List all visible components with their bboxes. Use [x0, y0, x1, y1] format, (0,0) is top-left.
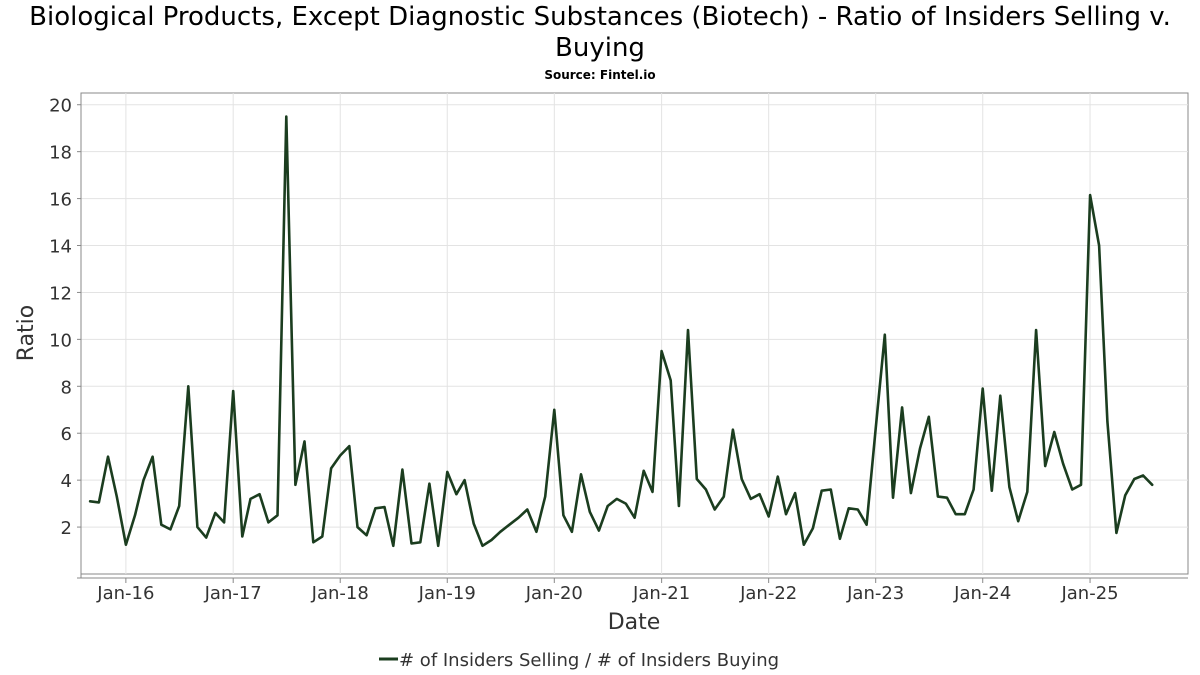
y-tick-labels: 2 4 6 8 10 12 14 16 18 20 — [49, 96, 72, 539]
x-tick-label: Jan-20 — [525, 583, 583, 604]
y-tick-label: 6 — [61, 424, 72, 445]
series-layer — [88, 115, 1154, 548]
x-tick-labels: Jan-16 Jan-17 Jan-18 Jan-19 Jan-20 Jan-21 Jan-… — [96, 583, 1118, 604]
chart-title: Biological Products, Except Diagnostic S… — [29, 2, 1171, 63]
y-tick-label: 10 — [49, 330, 72, 351]
y-tick-label: 14 — [49, 237, 72, 258]
x-tick-label: Jan-23 — [846, 583, 904, 604]
y-tick-label: 2 — [61, 518, 72, 539]
x-tick-label: Jan-25 — [1060, 583, 1118, 604]
x-tick-label: Jan-17 — [204, 583, 262, 604]
x-tick-label: Jan-22 — [739, 583, 797, 604]
axes — [77, 93, 1188, 579]
series-line — [88, 115, 1154, 548]
y-tick-label: 4 — [61, 471, 72, 492]
x-tick-label: Jan-21 — [632, 583, 690, 604]
plot-background — [80, 92, 1189, 575]
x-tick-label: Jan-18 — [311, 583, 369, 604]
x-tick-label: Jan-19 — [418, 583, 476, 604]
y-tick-label: 18 — [49, 143, 72, 164]
y-tick-label: 20 — [49, 96, 72, 117]
y-tick-label: 12 — [49, 283, 72, 304]
x-axis-label: Date — [608, 610, 661, 635]
x-tick-label: Jan-16 — [96, 583, 154, 604]
chart-source: Source: Fintel.io — [544, 68, 656, 82]
x-tick-label: Jan-24 — [953, 583, 1011, 604]
y-tick-label: 16 — [49, 190, 72, 211]
legend-label: # of Insiders Selling / # of Insiders Bu… — [399, 650, 779, 671]
legend: # of Insiders Selling / # of Insiders Bu… — [379, 650, 779, 671]
y-tick-label: 8 — [61, 377, 72, 398]
y-axis-label: Ratio — [14, 305, 39, 361]
